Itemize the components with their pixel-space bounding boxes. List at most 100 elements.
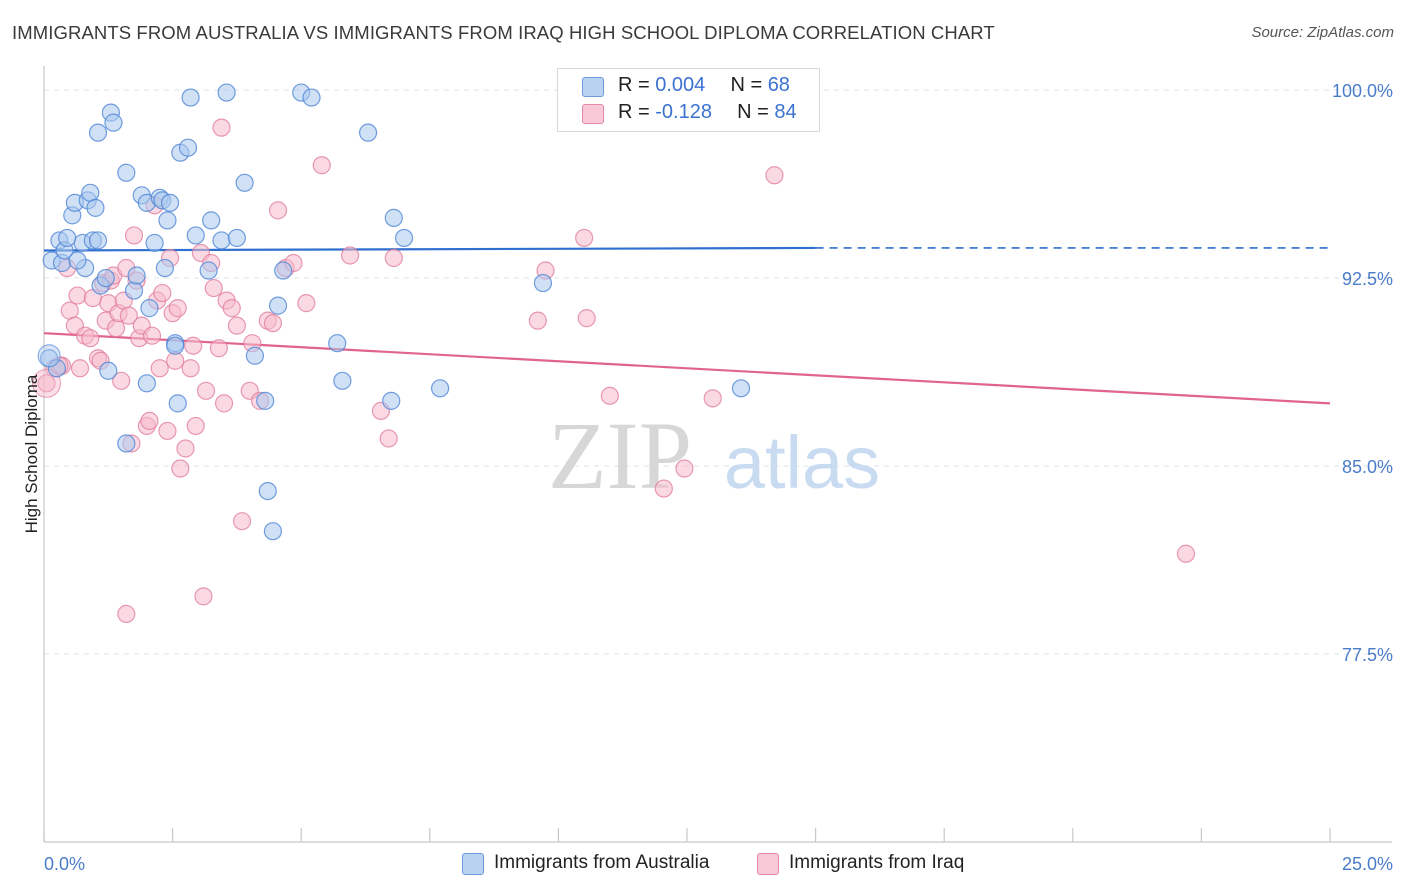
point-australia-52 [384,208,403,227]
source-label: Source: ZipAtlas.com [1251,24,1394,41]
chart-title: IMMIGRANTS FROM AUSTRALIA VS IMMIGRANTS … [12,22,995,43]
series-iraq-points [31,118,1196,624]
point-australia-26 [155,258,174,278]
point-australia-45 [274,261,293,280]
point-iraq-0 [37,374,56,393]
point-australia-48 [328,334,347,353]
y-tick-label-0: 77.5% [1342,645,1393,665]
legend-swatch-iraq [582,104,604,124]
point-iraq-23 [119,306,138,325]
point-australia-27 [158,211,177,230]
point-iraq-81 [212,118,231,137]
point-iraq-7 [70,359,90,378]
legend-n-label: N = [737,101,775,123]
correlation-legend: R = 0.004 N = 68 R = -0.128 N = 84 [557,68,820,132]
point-iraq-9 [81,329,100,348]
point-australia-18 [117,163,136,182]
point-australia-61 [88,231,108,250]
legend-n-value-australia: 68 [767,74,790,96]
point-iraq-18 [106,319,126,338]
point-australia-60 [99,361,118,380]
point-iraq-30 [140,411,159,431]
legend-r-label: R = [618,74,656,96]
point-australia-50 [358,123,378,142]
point-iraq-36 [158,421,177,441]
point-iraq-64 [312,156,331,175]
point-iraq-68 [384,248,403,268]
point-iraq-41 [171,459,190,478]
point-iraq-46 [196,381,216,400]
point-iraq-52 [222,299,241,318]
point-australia-43 [263,522,283,541]
point-iraq-73 [600,386,619,405]
x-axis-ticks: 0.0% 25.0% [44,854,1393,874]
point-iraq-49 [209,339,228,358]
point-australia-62 [58,228,77,248]
axes [43,66,1392,843]
point-australia-49 [333,371,352,390]
point-iraq-74 [654,479,673,498]
point-iraq-76 [703,389,722,408]
point-iraq-69 [528,311,547,330]
point-iraq-78 [1176,544,1196,563]
trend-line-iraq [43,332,1331,405]
point-australia-13 [88,123,108,142]
point-australia-44 [268,296,288,315]
x-tick-label-min: 0.0% [44,854,85,874]
legend-text-australia: R = 0.004 N = 68 [618,74,790,97]
point-australia-42 [258,481,277,501]
y-tick-label-2: 92.5% [1342,269,1393,289]
series-label-iraq: Immigrants from Iraq [789,852,965,873]
point-iraq-60 [268,201,288,220]
legend-r-value-australia: 0.004 [655,74,706,96]
point-iraq-75 [675,459,694,478]
series-australia-points [37,80,751,541]
point-australia-10 [81,183,100,202]
x-tick-label-max: 25.0% [1342,854,1393,874]
point-iraq-35 [153,283,172,303]
point-iraq-20 [112,371,131,390]
point-australia-23 [145,233,164,253]
point-australia-63 [68,251,87,270]
legend-r-label: R = [618,101,656,123]
point-iraq-40 [168,299,187,318]
point-iraq-4 [60,301,79,320]
point-australia-17 [104,113,123,132]
point-australia-65 [166,336,185,355]
series-swatch-australia [462,853,484,875]
point-australia-19 [124,281,144,300]
point-iraq-67 [379,429,398,448]
point-iraq-65 [340,246,360,265]
point-australia-51 [382,391,401,410]
point-australia-58 [117,434,136,453]
point-australia-40 [245,346,265,365]
series-swatch-iraq [757,853,779,875]
legend-swatch-australia [582,77,604,97]
point-iraq-71 [575,228,594,248]
point-australia-32 [178,138,198,157]
point-iraq-31 [142,326,162,345]
legend-r-value-iraq: -0.128 [655,101,712,123]
point-australia-15 [96,268,115,288]
watermark-atlas: atlas [724,421,880,504]
point-australia-66 [137,374,156,393]
point-australia-cluster [37,344,61,368]
y-axis-ticks: 77.5% 85.0% 92.5% 100.0% [1332,81,1393,665]
point-australia-41 [256,391,275,410]
point-australia-54 [430,379,450,398]
point-australia-12 [86,198,105,217]
series-legend: Immigrants from Australia Immigrants fro… [0,852,1406,878]
point-iraq-44 [186,416,205,436]
point-iraq-34 [150,359,169,378]
point-australia-28 [160,193,180,212]
y-tick-label-3: 100.0% [1332,81,1393,101]
point-iraq-43 [181,359,200,378]
point-australia-53 [394,228,414,248]
point-australia-39 [235,173,254,192]
y-axis-label: High School Diploma [22,374,41,534]
legend-n-value-iraq: 84 [774,101,797,123]
point-australia-67 [199,261,218,280]
point-iraq-54 [232,512,252,531]
point-iraq-80 [194,587,213,606]
